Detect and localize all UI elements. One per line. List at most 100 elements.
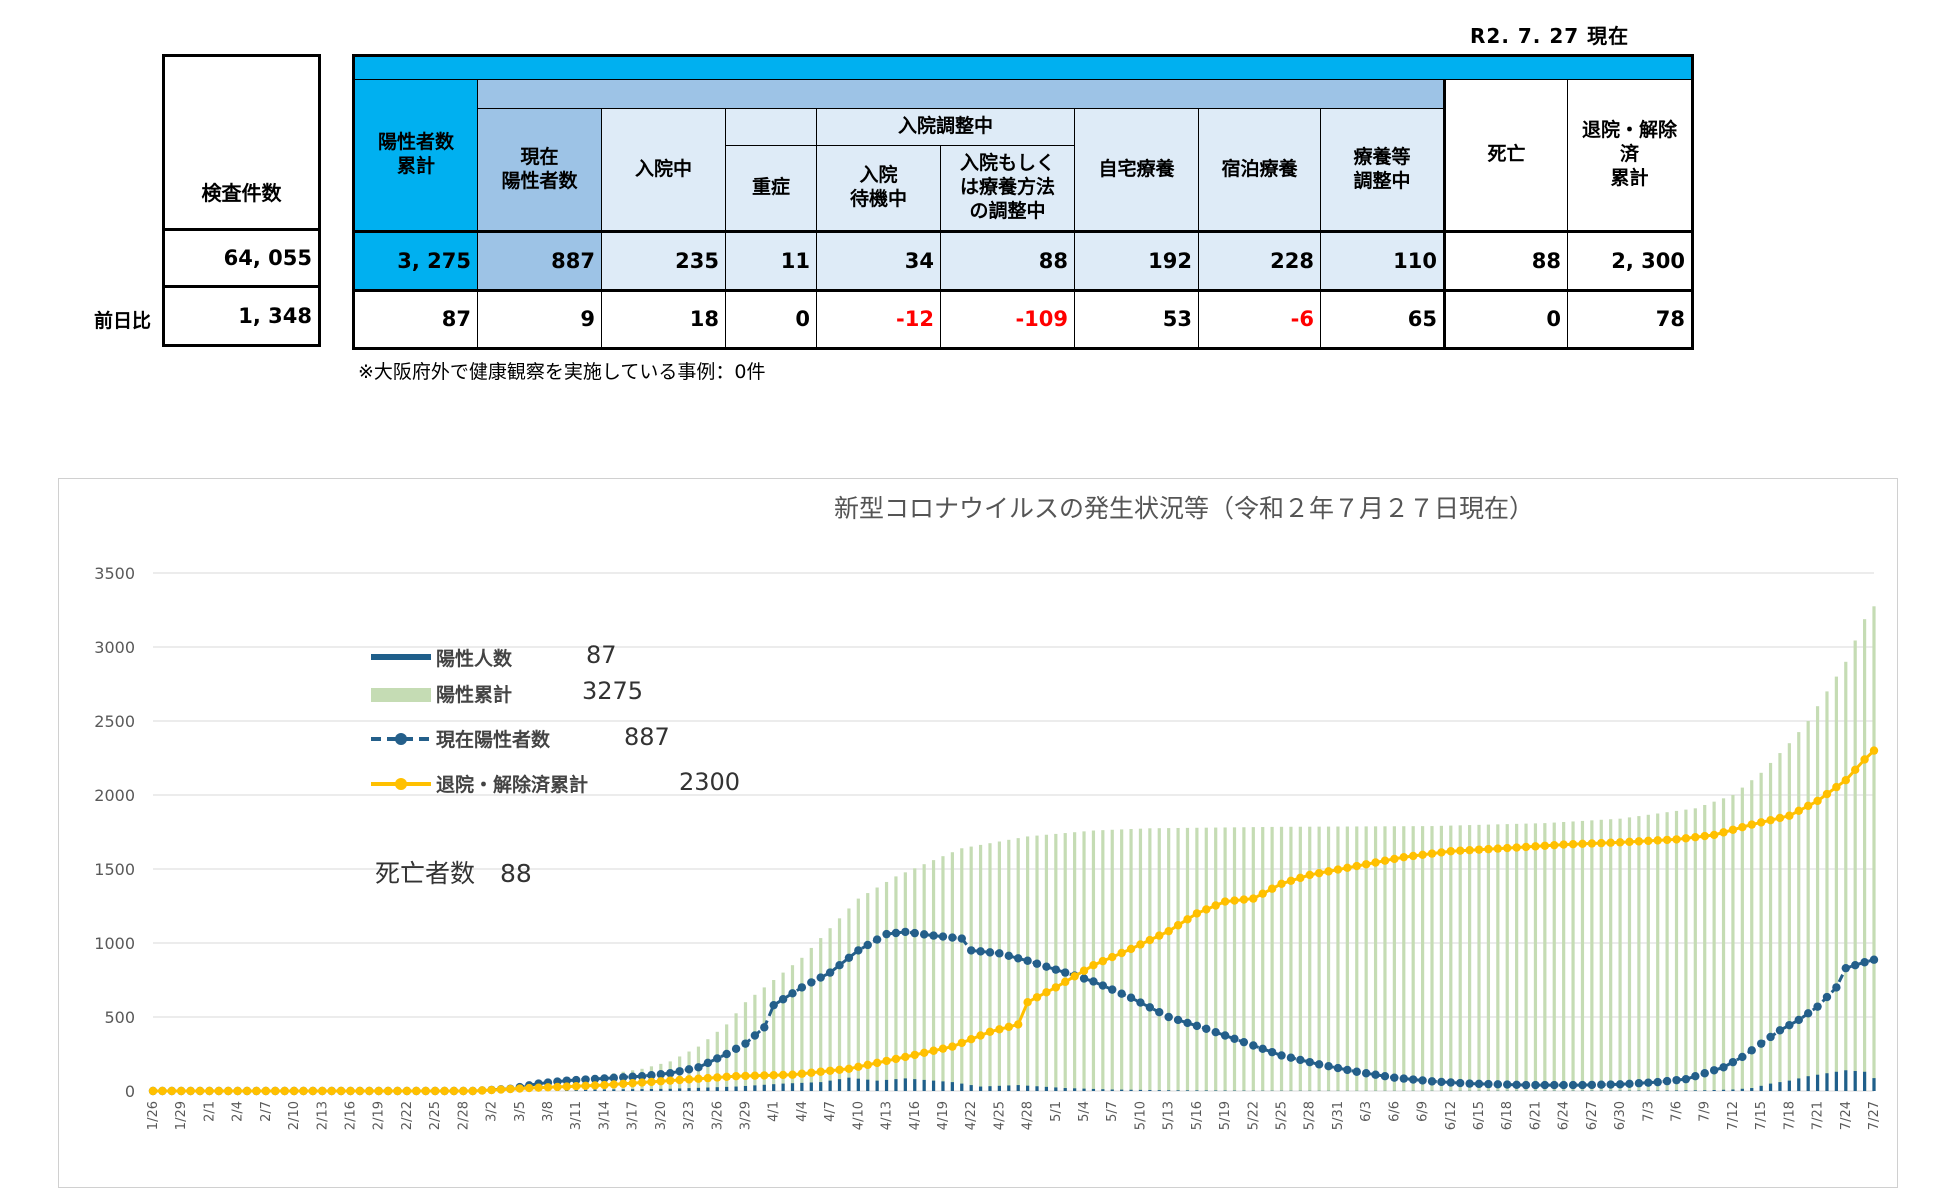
cumulative-bar — [1825, 691, 1828, 1091]
daily-bar — [847, 1078, 850, 1091]
current-positive-point — [1306, 1058, 1314, 1066]
current-positive-point — [704, 1059, 712, 1067]
daily-bar — [1797, 1078, 1800, 1091]
discharged-point — [1080, 967, 1088, 975]
daily-bar — [988, 1086, 991, 1091]
discharged-point — [638, 1078, 646, 1086]
cumulative-bar — [1054, 834, 1057, 1091]
current-positive-point — [1240, 1038, 1248, 1046]
header-current-positive: 現在 陽性者数 — [478, 109, 602, 232]
discharged-point — [901, 1053, 909, 1061]
prev-day-label: 前日比 — [94, 306, 151, 333]
discharged-point — [704, 1074, 712, 1082]
discharged-point — [1719, 828, 1727, 836]
x-tick-label: 5/7 — [1105, 1101, 1120, 1122]
current-positive-point — [1277, 1051, 1285, 1059]
current-positive-point — [845, 954, 853, 962]
discharged-point — [1456, 847, 1464, 855]
current-positive-point — [1371, 1071, 1379, 1079]
current-positive-point — [1550, 1081, 1558, 1089]
discharged-point — [1776, 814, 1784, 822]
cumulative-bar — [1778, 753, 1781, 1091]
y-tick-label: 3000 — [94, 638, 135, 657]
discharged-point — [1465, 846, 1473, 854]
legend-daily: 陽性人数 87 — [371, 641, 617, 670]
discharged-point — [1249, 894, 1257, 902]
x-tick-label: 3/20 — [654, 1101, 669, 1130]
daily-bar — [1139, 1090, 1142, 1091]
x-tick-label: 2/13 — [315, 1101, 330, 1130]
x-tick-label: 2/19 — [372, 1101, 387, 1130]
discharged-point — [205, 1087, 213, 1095]
discharged-point — [403, 1087, 411, 1095]
discharged-point — [694, 1075, 702, 1083]
cumulative-bar — [1553, 823, 1556, 1091]
daily-bar — [960, 1084, 963, 1091]
discharged-point — [365, 1087, 373, 1095]
daily-bar — [1703, 1090, 1706, 1091]
x-tick-label: 7/6 — [1670, 1101, 1685, 1122]
current-positive-point — [826, 968, 834, 976]
current-positive-point — [1343, 1066, 1351, 1074]
daily-bar — [697, 1088, 700, 1091]
current-positive-point — [1174, 1016, 1182, 1024]
discharged-point — [1183, 915, 1191, 923]
discharged-point — [1315, 869, 1323, 877]
current-positive-point — [1390, 1073, 1398, 1081]
discharged-point — [581, 1082, 589, 1090]
discharged-point — [158, 1087, 166, 1095]
daily-bar — [603, 1089, 606, 1091]
daily-bar — [876, 1081, 879, 1091]
current-positive-point — [1428, 1077, 1436, 1085]
cumulative-bar — [1647, 815, 1650, 1091]
x-tick-label: 1/29 — [174, 1101, 189, 1130]
diff-deaths: 0 — [1445, 291, 1568, 349]
current-positive-point — [1089, 977, 1097, 985]
discharged-point — [384, 1087, 392, 1095]
x-tick-label: 2/25 — [428, 1101, 443, 1130]
x-tick-label: 6/21 — [1528, 1101, 1543, 1130]
header-band — [354, 56, 1693, 80]
discharged-point — [1202, 905, 1210, 913]
current-positive-point — [1211, 1028, 1219, 1036]
discharged-point — [1851, 766, 1859, 774]
discharged-point — [1052, 983, 1060, 991]
current-positive-point — [1569, 1081, 1577, 1089]
daily-bar — [1129, 1090, 1132, 1091]
current-positive-point — [1860, 958, 1868, 966]
discharged-point — [1729, 826, 1737, 834]
discharged-point — [1682, 834, 1690, 842]
cumulative-bar — [1656, 814, 1659, 1092]
legend-discharged-value: 2300 — [679, 768, 740, 796]
x-tick-label: 5/4 — [1077, 1101, 1092, 1122]
discharged-point — [186, 1087, 194, 1095]
value-current-positive: 887 — [478, 232, 602, 291]
daily-bar — [1731, 1090, 1734, 1091]
current-positive-point — [1559, 1081, 1567, 1089]
discharged-point — [1334, 865, 1342, 873]
cumulative-bar — [1299, 827, 1302, 1091]
current-positive-point — [1014, 954, 1022, 962]
discharged-point — [798, 1070, 806, 1078]
cumulative-bar — [1308, 827, 1311, 1091]
daily-bar — [1778, 1082, 1781, 1091]
x-tick-label: 4/7 — [823, 1101, 838, 1122]
discharged-point — [299, 1087, 307, 1095]
discharged-point — [1240, 895, 1248, 903]
discharged-point — [769, 1071, 777, 1079]
cumulative-bar — [1609, 819, 1612, 1091]
daily-bar — [640, 1089, 643, 1091]
current-positive-point — [722, 1050, 730, 1058]
cumulative-bar — [1073, 832, 1076, 1091]
x-tick-label: 6/3 — [1359, 1101, 1374, 1122]
daily-bar — [1788, 1081, 1791, 1091]
x-tick-label: 6/27 — [1585, 1101, 1600, 1130]
discharged-point — [760, 1071, 768, 1079]
discharged-point — [337, 1087, 345, 1095]
cumulative-bar — [1195, 828, 1198, 1091]
x-tick-label: 3/29 — [738, 1101, 753, 1130]
discharged-point — [600, 1081, 608, 1089]
discharged-point — [1230, 896, 1238, 904]
daily-bar — [941, 1081, 944, 1091]
current-positive-point — [882, 930, 890, 938]
